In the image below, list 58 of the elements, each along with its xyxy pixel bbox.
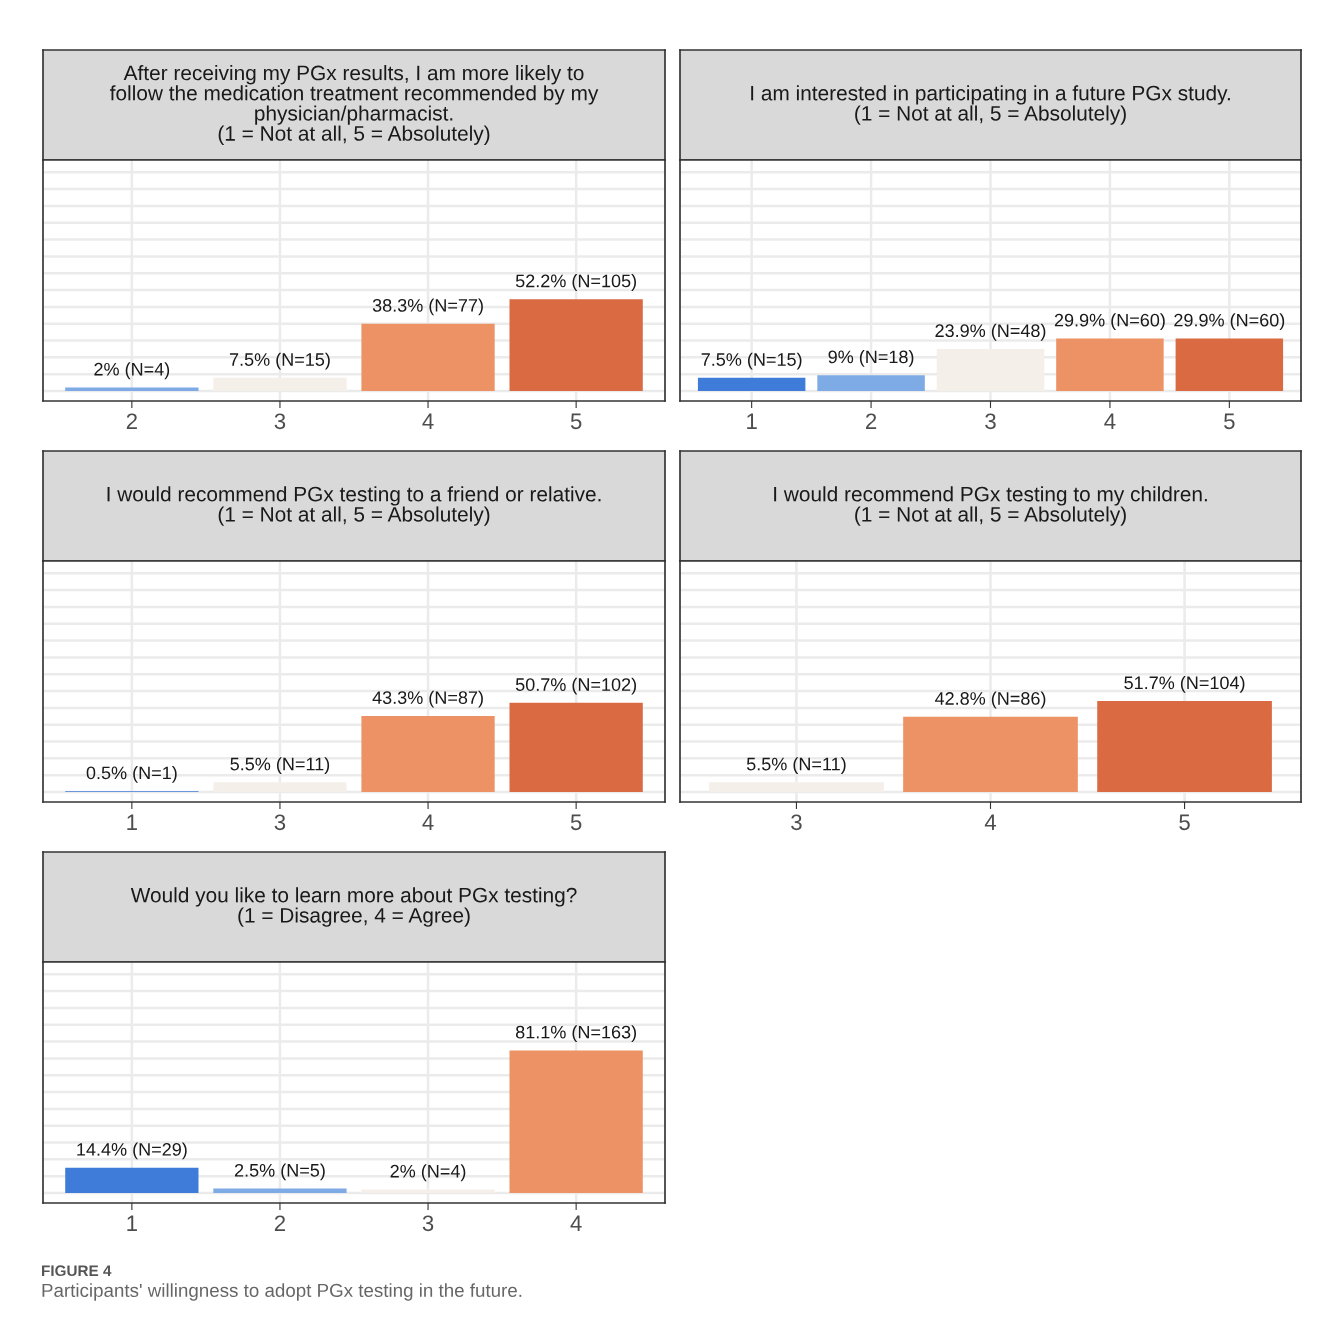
- chart-title: After receiving my PGx results, I am more likely to follow the medication treatment recommended by my physician/pharmacist. (1 = Not at all, 5 = Absolutely): [109, 65, 599, 145]
- data-label: 81.1% (N=163): [515, 1025, 636, 1043]
- x-tick-label: 3: [985, 413, 996, 430]
- data-label: 2% (N=4): [94, 362, 170, 380]
- chart-title: Would you like to learn more about PGx testing? (1 = Disagree, 4 = Agree): [130, 887, 577, 927]
- bar: [361, 715, 495, 793]
- bar: [213, 1188, 347, 1194]
- data-label: 5.5% (N=11): [230, 757, 330, 774]
- x-tick-label: 5: [1224, 413, 1235, 430]
- text: Participants' willingness to adopt PGx testing in the future.: [42, 1283, 522, 1301]
- x-tick-label: 1: [747, 413, 757, 429]
- x-tick-label: 4: [422, 814, 434, 830]
- bar: [509, 702, 643, 793]
- x-tick-label: 5: [570, 814, 582, 831]
- x-tick-label: 1: [127, 814, 137, 830]
- x-tick-label: 4: [570, 1215, 582, 1231]
- x-tick-label: 3: [274, 413, 286, 430]
- bar: [509, 299, 643, 392]
- x-tick-label: 1: [127, 1215, 137, 1231]
- x-tick-label: 4: [984, 814, 997, 830]
- data-label: 50.7% (N=102): [515, 677, 636, 695]
- data-label: 29.9% (N=60): [1174, 313, 1285, 331]
- data-label: 2.5% (N=5): [234, 1163, 325, 1181]
- x-tick-label: 4: [1104, 413, 1116, 429]
- x-tick-label: 3: [422, 1215, 434, 1232]
- data-label: 51.7% (N=104): [1124, 675, 1245, 693]
- x-tick-label: 2: [274, 1215, 286, 1231]
- data-label: 7.5% (N=15): [701, 352, 802, 370]
- data-label: 29.9% (N=60): [1054, 313, 1165, 331]
- chart-title: I am interested in participating in a future PGx study. (1 = Not at all, 5 = Absolutely): [751, 85, 1230, 125]
- x-tick-label: 4: [422, 413, 434, 429]
- bar: [1175, 338, 1284, 392]
- data-label: 42.8% (N=86): [934, 691, 1046, 709]
- x-tick-label: 2: [866, 413, 877, 429]
- data-label: 9% (N=18): [828, 350, 914, 367]
- bar: [509, 1050, 643, 1194]
- x-tick-label: 2: [126, 413, 137, 429]
- data-label: 23.9% (N=48): [935, 323, 1046, 341]
- x-tick-label: 5: [1179, 814, 1190, 831]
- chart-title: I would recommend PGx testing to a friend or relative. (1 = Not at all, 5 = Absolutely): [107, 486, 601, 526]
- data-label: 2% (N=4): [390, 1164, 466, 1182]
- data-label: 38.3% (N=77): [372, 298, 483, 316]
- bar: [361, 323, 495, 392]
- data-label: 5.5% (N=11): [746, 757, 846, 774]
- bar: [65, 1167, 199, 1194]
- x-tick-label: 3: [791, 814, 802, 831]
- data-label: 7.5% (N=15): [229, 352, 330, 370]
- bar: [697, 377, 806, 392]
- data-label: 52.2% (N=105): [515, 274, 636, 291]
- data-label: 0.5% (N=1): [86, 765, 177, 783]
- data-label: 43.3% (N=87): [372, 690, 483, 708]
- x-tick-label: 3: [274, 814, 286, 831]
- caption: FIGURE 4: [42, 1265, 112, 1277]
- bar: [817, 375, 925, 392]
- x-tick-label: 5: [570, 413, 582, 430]
- chart-title: I would recommend PGx testing to my children. (1 = Not at all, 5 = Absolutely): [774, 486, 1207, 526]
- data-label: 14.4% (N=29): [77, 1142, 187, 1160]
- bar: [1056, 338, 1164, 392]
